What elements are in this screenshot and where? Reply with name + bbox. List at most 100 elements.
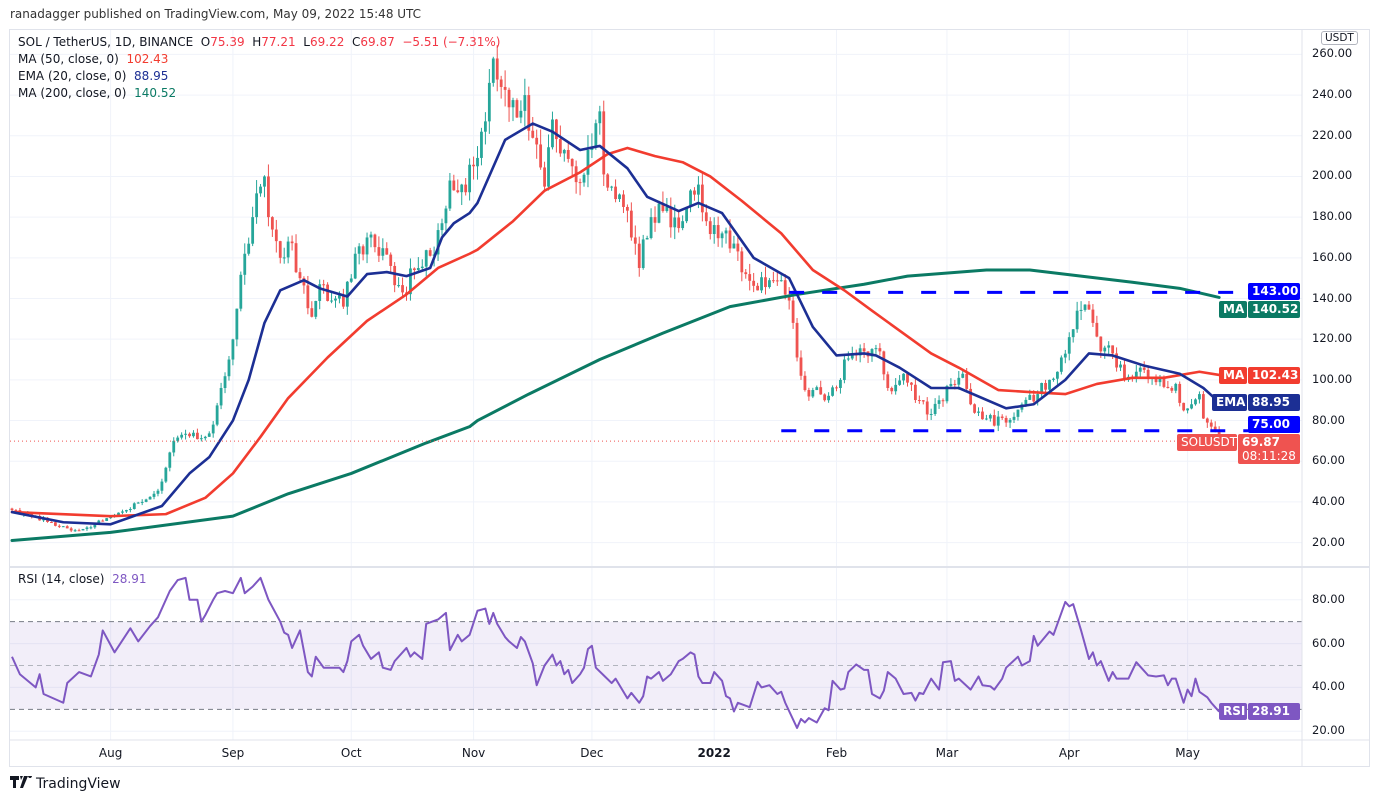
candle-up bbox=[1052, 378, 1055, 380]
candle-up bbox=[192, 432, 195, 437]
candle-up bbox=[1138, 367, 1142, 372]
candle-up bbox=[199, 438, 203, 440]
candle-down bbox=[704, 212, 708, 222]
candle-up bbox=[121, 511, 124, 513]
candle-up bbox=[815, 387, 819, 391]
time-axis-label: Nov bbox=[461, 746, 486, 760]
high-value: 77.21 bbox=[261, 35, 296, 49]
candle-down bbox=[543, 167, 546, 187]
candle-down bbox=[495, 58, 499, 80]
candle-up bbox=[665, 206, 669, 212]
candle-down bbox=[795, 322, 799, 358]
gridlines bbox=[10, 30, 1302, 740]
candle-up bbox=[586, 150, 590, 175]
price-axis-label: 240.00 bbox=[1312, 87, 1353, 102]
candle-up bbox=[97, 520, 101, 525]
candle-down bbox=[677, 217, 681, 229]
candle-down bbox=[401, 285, 404, 293]
rsi-axis-label: 60.00 bbox=[1312, 635, 1345, 650]
candle-up bbox=[223, 376, 227, 388]
candle-up bbox=[243, 253, 247, 275]
candle-up bbox=[259, 186, 262, 194]
rsi-name-tag: RSI bbox=[1219, 703, 1247, 720]
indicator-value: 88.95 bbox=[134, 69, 169, 83]
candle-down bbox=[775, 280, 779, 282]
candle-up bbox=[239, 274, 243, 309]
candle-down bbox=[1201, 394, 1205, 419]
candle-up bbox=[1186, 408, 1189, 411]
candle-down bbox=[771, 280, 775, 282]
candle-down bbox=[1004, 417, 1008, 423]
candle-down bbox=[783, 280, 787, 295]
candle-up bbox=[1059, 357, 1063, 372]
candle-up bbox=[247, 243, 251, 254]
candle-up bbox=[842, 359, 846, 380]
resistance-price-tag: 143.00 bbox=[1248, 283, 1300, 300]
price-axis-label: 60.00 bbox=[1312, 453, 1345, 468]
candle-down bbox=[1213, 426, 1217, 430]
tradingview-logo[interactable]: TradingView bbox=[10, 774, 121, 792]
candle-up bbox=[357, 246, 361, 254]
candle-down bbox=[629, 210, 633, 238]
candle-up bbox=[649, 217, 653, 238]
candle-up bbox=[440, 223, 444, 231]
candle-up bbox=[681, 221, 685, 229]
candle-up bbox=[227, 359, 231, 377]
indicator-ma50[interactable]: MA (50, close, 0) 102.43 bbox=[18, 51, 501, 68]
candle-down bbox=[535, 137, 539, 145]
candle-up bbox=[846, 358, 850, 360]
candle-up bbox=[251, 217, 255, 244]
close-label: C bbox=[351, 35, 361, 49]
rsi-label: RSI (14, close) bbox=[18, 572, 105, 586]
candle-down bbox=[661, 203, 665, 212]
rsi-line bbox=[11, 576, 1220, 729]
currency-button[interactable]: USDT bbox=[1321, 31, 1358, 45]
candle-up bbox=[697, 184, 700, 195]
ma200-price-tag: 140.52 bbox=[1248, 301, 1300, 318]
candle-down bbox=[270, 217, 274, 230]
rsi-axis-label: 40.00 bbox=[1312, 679, 1345, 694]
candle-down bbox=[373, 234, 377, 248]
chart-frame bbox=[9, 29, 1370, 767]
candle-down bbox=[274, 229, 278, 242]
candle-up bbox=[1071, 329, 1075, 338]
candle-down bbox=[188, 433, 191, 437]
candle-down bbox=[428, 250, 432, 256]
candle-down bbox=[499, 79, 503, 87]
candle-up bbox=[1198, 394, 1201, 400]
time-axis-label: Apr bbox=[1058, 746, 1080, 760]
candle-up bbox=[618, 194, 621, 200]
candle-down bbox=[558, 139, 562, 154]
candle-down bbox=[389, 254, 393, 266]
candle-up bbox=[1174, 383, 1178, 391]
ema20-name-tag: EMA bbox=[1212, 394, 1247, 411]
candle-down bbox=[941, 400, 945, 402]
candle-up bbox=[1012, 416, 1016, 420]
indicator-label: MA (50, close, 0) bbox=[18, 52, 119, 66]
candle-down bbox=[452, 180, 456, 191]
candle-down bbox=[566, 150, 570, 159]
candle-up bbox=[73, 530, 77, 532]
chart-legend: SOL / TetherUS, 1D, BINANCE O75.39 H77.2… bbox=[18, 34, 501, 102]
candle-up bbox=[215, 405, 219, 425]
candle-up bbox=[207, 433, 211, 437]
candle-up bbox=[870, 349, 874, 357]
candle-down bbox=[728, 230, 732, 249]
candle-up bbox=[180, 434, 184, 438]
candle-down bbox=[708, 221, 712, 235]
indicator-ema20[interactable]: EMA (20, close, 0) 88.95 bbox=[18, 68, 501, 85]
rsi-axis-label: 20.00 bbox=[1312, 723, 1345, 738]
last-price-value: 69.87 bbox=[1242, 435, 1280, 449]
indicator-ma200[interactable]: MA (200, close, 0) 140.52 bbox=[18, 85, 501, 102]
candle-down bbox=[341, 295, 345, 307]
rsi-legend[interactable]: RSI (14, close) 28.91 bbox=[18, 572, 146, 586]
candle-up bbox=[487, 82, 491, 122]
candle-down bbox=[1123, 364, 1126, 380]
candle-down bbox=[910, 382, 913, 385]
candle-down bbox=[196, 432, 199, 440]
candle-down bbox=[290, 241, 294, 244]
candle-down bbox=[472, 164, 475, 167]
candle-down bbox=[302, 278, 306, 286]
candle-up bbox=[61, 526, 65, 528]
